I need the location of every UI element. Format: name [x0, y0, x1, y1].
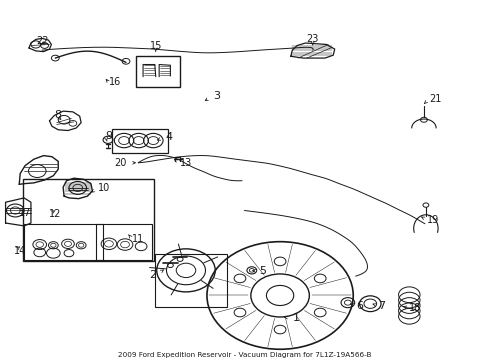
Text: 17: 17 — [19, 208, 32, 218]
Text: 9: 9 — [105, 131, 112, 141]
Text: 20: 20 — [114, 158, 126, 168]
Text: 1: 1 — [293, 313, 300, 323]
Text: 8: 8 — [54, 110, 61, 120]
Text: 7: 7 — [378, 301, 385, 311]
Text: 15: 15 — [149, 41, 162, 50]
Text: 2: 2 — [148, 270, 156, 280]
Text: 18: 18 — [408, 303, 421, 314]
Text: 13: 13 — [180, 158, 192, 168]
Text: 5: 5 — [259, 266, 265, 276]
Text: 10: 10 — [98, 183, 110, 193]
Bar — [96, 225, 152, 260]
Bar — [112, 129, 167, 153]
Text: 22: 22 — [36, 36, 48, 46]
Text: 23: 23 — [306, 35, 318, 44]
Bar — [155, 254, 227, 307]
Text: 19: 19 — [427, 215, 439, 225]
Text: 2009 Ford Expedition Reservoir - Vacuum Diagram for 7L1Z-19A566-B: 2009 Ford Expedition Reservoir - Vacuum … — [118, 352, 370, 358]
Bar — [24, 225, 103, 260]
Text: 11: 11 — [132, 234, 144, 244]
Text: 4: 4 — [165, 132, 172, 142]
Text: 21: 21 — [428, 94, 440, 104]
Text: 16: 16 — [109, 77, 121, 87]
Text: 3: 3 — [212, 91, 219, 101]
Text: 12: 12 — [48, 209, 61, 219]
Text: 6: 6 — [356, 301, 363, 311]
Bar — [22, 179, 154, 261]
Text: 14: 14 — [14, 246, 26, 256]
Bar — [136, 56, 180, 87]
